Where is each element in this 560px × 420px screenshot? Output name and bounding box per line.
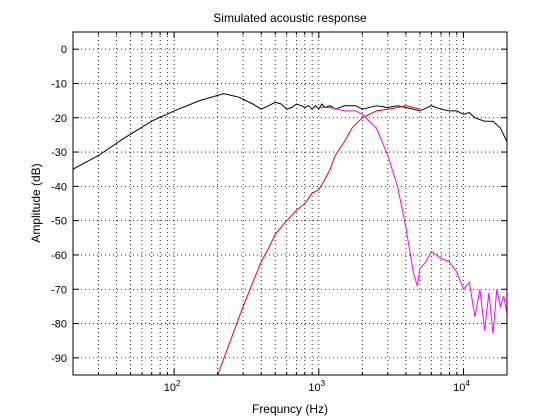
series-line-2 xyxy=(217,105,421,375)
y-tick-label: -70 xyxy=(51,284,67,296)
series-line-1 xyxy=(73,93,507,170)
x-tick-label: 102 xyxy=(164,379,181,394)
y-tick-label: 0 xyxy=(61,44,67,56)
y-tick-label: -40 xyxy=(51,181,67,193)
y-tick-label: -30 xyxy=(51,147,67,159)
y-tick-label: -50 xyxy=(51,216,67,228)
y-tick-label: -20 xyxy=(51,113,67,125)
series-line-3 xyxy=(318,107,507,334)
y-tick-label: -10 xyxy=(51,78,67,90)
y-tick-label: -80 xyxy=(51,319,67,331)
x-axis-title: Frequncy (Hz) xyxy=(252,402,328,416)
y-tick-label: -90 xyxy=(51,353,67,365)
series-group xyxy=(73,93,507,375)
x-tick-label: 103 xyxy=(308,379,325,394)
y-tick-label: -60 xyxy=(51,250,67,262)
plot-frame xyxy=(72,31,508,376)
chart-title: Simulated acoustic response xyxy=(213,11,367,25)
y-axis-title: Amplitude (dB) xyxy=(29,163,43,242)
ticks: 0 -10 -20 -30 -40 -50 -60 -70 -80 -90 102 103 104 xyxy=(51,32,507,394)
grid xyxy=(73,32,507,375)
x-tick-label: 104 xyxy=(453,379,470,394)
